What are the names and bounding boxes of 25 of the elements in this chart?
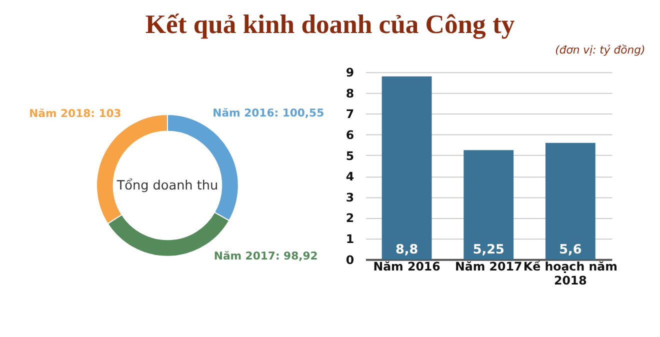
y-tick-label: 2: [346, 211, 354, 226]
y-tick-label: 5: [346, 148, 354, 163]
y-tick-label: 0: [346, 252, 354, 267]
bar: [464, 150, 514, 260]
y-tick-label: 4: [346, 170, 354, 184]
bar: [545, 142, 596, 260]
x-tick-label: Kế hoạch năm 2018: [523, 260, 618, 288]
y-tick-label: 9: [346, 66, 354, 80]
data-label: 8,8: [395, 242, 418, 258]
bar: [382, 76, 432, 260]
data-label: 5,6: [559, 242, 582, 258]
text: (đơn vị: tỷ đồng): [555, 43, 646, 56]
slice-label: Năm 2018: 103: [29, 107, 122, 120]
x-tick-label: Năm 2017: [455, 260, 522, 274]
y-tick-label: 1: [346, 232, 354, 246]
x-tick-label: Năm 2016: [373, 260, 440, 274]
y-tick-label: 8: [346, 86, 354, 100]
text: Kết quả kinh doanh của Công ty: [145, 8, 516, 39]
slice-label: Năm 2017: 98,92: [214, 249, 318, 262]
slice-label: Năm 2016: 100,55: [212, 106, 324, 120]
data-label: 5,25: [472, 242, 504, 258]
text: Tổng doanh thu: [116, 177, 218, 194]
y-tick-label: 7: [346, 107, 354, 122]
y-tick-label: 3: [346, 190, 354, 204]
y-tick-label: 6: [346, 128, 354, 142]
